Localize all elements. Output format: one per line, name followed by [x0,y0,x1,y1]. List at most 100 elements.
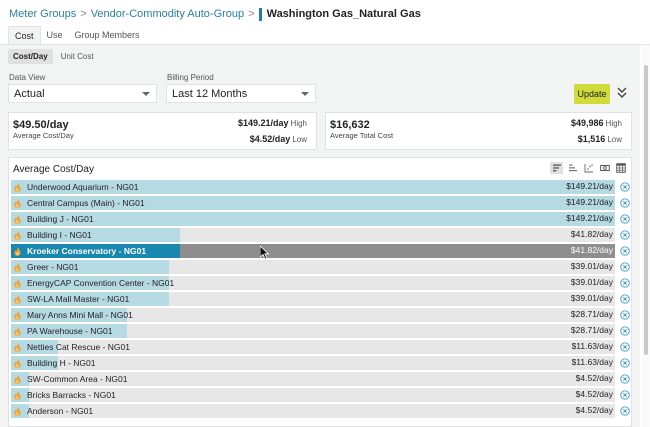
data-view-value: Actual [14,88,45,100]
bar-fill [11,308,127,322]
bar-value: $11.63/day [571,341,613,351]
breadcrumb-meter-groups[interactable]: Meter Groups [9,8,77,20]
high-tag: High [290,119,307,128]
data-view-select[interactable]: Actual [8,84,157,103]
bar-row[interactable]: Bricks Barracks - NG01 $4.52/day [11,387,633,403]
bar-track[interactable]: PA Warehouse - NG01 [11,324,615,338]
bar-fill [11,292,169,306]
remove-circle-icon[interactable] [620,406,630,416]
bar-track[interactable]: Central Campus (Main) - NG01 [11,196,615,210]
update-button[interactable]: Update [574,84,610,104]
bar-row[interactable]: SW-LA Mall Master - NG01 $39.01/day [11,291,633,307]
bar-row[interactable]: Netties Cat Rescue - NG01 $11.63/day [11,339,633,355]
total-cost-low-value: $1,516 [577,134,606,144]
bar-value: $4.52/day [575,405,613,415]
tab-cost[interactable]: Cost [8,26,41,44]
mouse-cursor-icon [259,245,270,260]
cost-day-high: $149.21/day High [238,118,307,128]
bar-row[interactable]: Underwood Aquarium - NG01 $149.21/day [11,179,633,195]
avg-cost-day-label: Average Cost/Day [13,131,74,140]
money-icon[interactable] [598,162,611,174]
remove-circle-icon[interactable] [620,342,630,352]
table-icon[interactable] [614,162,627,174]
double-chevron-down-icon[interactable] [616,86,628,100]
sort-asc-icon[interactable] [566,162,579,174]
high-tag: High [605,119,622,128]
bar-row[interactable]: Building I - NG01 $41.82/day [11,227,633,243]
bar-track[interactable]: SW-Common Area - NG01 [11,372,615,386]
bar-track[interactable]: Kroeker Conservatory - NG01 [11,244,615,258]
tab-use[interactable]: Use [46,30,63,40]
bar-fill [11,356,58,370]
bar-track[interactable]: Greer - NG01 [11,260,615,274]
breadcrumb-current-marker [258,7,262,21]
bar-track[interactable]: EnergyCAP Convention Center - NG01 [11,276,615,290]
bar-track[interactable]: SW-LA Mall Master - NG01 [11,292,615,306]
bar-row[interactable]: PA Warehouse - NG01 $28.71/day [11,323,633,339]
remove-circle-icon[interactable] [620,214,630,224]
bar-track[interactable]: Building I - NG01 [11,228,615,242]
bar-label: Mary Anns Mini Mall - NG01 [27,310,133,320]
remove-circle-icon[interactable] [620,230,630,240]
subtab-cost-day[interactable]: Cost/Day [8,49,53,64]
remove-circle-icon[interactable] [620,262,630,272]
bar-row[interactable]: Kroeker Conservatory - NG01 $41.82/day [11,243,633,259]
flame-icon [14,391,21,400]
page-scrollbar[interactable] [642,45,650,427]
flame-icon [14,295,21,304]
bar-value: $28.71/day [570,309,613,319]
bar-fill [11,324,127,338]
remove-circle-icon[interactable] [620,326,630,336]
remove-circle-icon[interactable] [620,310,630,320]
breadcrumb-vendor-commodity[interactable]: Vendor-Commodity Auto-Group [90,8,245,20]
bar-value: $4.52/day [575,373,613,383]
bar-row[interactable]: Building H - NG01 $11.63/day [11,355,633,371]
bar-value: $41.82/day [570,229,613,239]
breadcrumb: Meter Groups > Vendor-Commodity Auto-Gro… [9,7,421,21]
bar-value: $41.82/day [570,245,613,255]
bar-track[interactable]: Underwood Aquarium - NG01 [11,180,615,194]
bar-fill [11,196,615,210]
bar-value: $39.01/day [570,277,613,287]
bar-track[interactable]: Building J - NG01 [11,212,615,226]
tab-group-members[interactable]: Group Members [74,30,140,40]
bar-row[interactable]: Building J - NG01 $149.21/day [11,211,633,227]
bar-track[interactable]: Netties Cat Rescue - NG01 [11,340,615,354]
flame-icon [14,199,21,208]
billing-period-value: Last 12 Months [172,88,248,100]
remove-circle-icon[interactable] [620,374,630,384]
billing-period-select[interactable]: Last 12 Months [166,84,316,103]
bar-track[interactable]: Mary Anns Mini Mall - NG01 [11,308,615,322]
bar-fill [11,244,180,258]
remove-circle-icon[interactable] [620,358,630,368]
low-tag: Low [607,135,622,144]
scatter-icon[interactable] [582,162,595,174]
bar-row[interactable]: Anderson - NG01 $4.52/day [11,403,633,419]
bar-track[interactable]: Bricks Barracks - NG01 [11,388,615,402]
billing-period-label: Billing Period [167,73,214,82]
avg-total-cost-label: Average Total Cost [330,131,394,140]
remove-circle-icon[interactable] [620,198,630,208]
avg-cost-day-card: $49.50/day Average Cost/Day $149.21/day H… [8,112,317,150]
page-title: Washington Gas_Natural Gas [266,8,421,20]
remove-circle-icon[interactable] [620,390,630,400]
sort-desc-icon[interactable] [550,162,563,174]
scrollbar-thumb[interactable] [644,65,648,355]
remove-circle-icon[interactable] [620,278,630,288]
bar-row[interactable]: Mary Anns Mini Mall - NG01 $28.71/day [11,307,633,323]
cost-day-high-value: $149.21/day [238,118,289,128]
bar-track[interactable]: Anderson - NG01 [11,404,615,418]
remove-circle-icon[interactable] [620,246,630,256]
bar-label: Building H - NG01 [27,358,96,368]
remove-circle-icon[interactable] [620,294,630,304]
total-cost-low: $1,516 Low [578,134,622,144]
bar-row[interactable]: Greer - NG01 $39.01/day [11,259,633,275]
bar-label: SW-LA Mall Master - NG01 [27,294,130,304]
bar-row[interactable]: Central Campus (Main) - NG01 $149.21/day [11,195,633,211]
bar-label: Building I - NG01 [27,230,92,240]
bar-row[interactable]: SW-Common Area - NG01 $4.52/day [11,371,633,387]
bar-track[interactable]: Building H - NG01 [11,356,615,370]
remove-circle-icon[interactable] [620,182,630,192]
bar-row[interactable]: EnergyCAP Convention Center - NG01 $39.01… [11,275,633,291]
subtab-unit-cost[interactable]: Unit Cost [60,52,94,61]
